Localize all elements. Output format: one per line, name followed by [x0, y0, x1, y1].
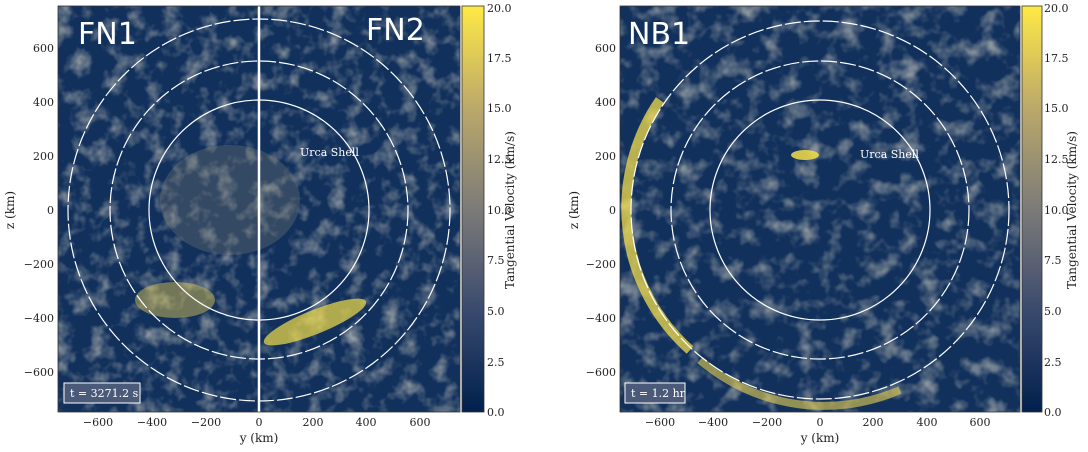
cbar-tick: 15.0	[1044, 102, 1069, 115]
panel-2-cbar-label: Tangential Velocity (km/s)	[1065, 131, 1079, 289]
panel-2-field	[620, 6, 1020, 412]
cbar-tick: 17.5	[1044, 52, 1069, 65]
panel-2: NB1 Urca Shell t = 1.2 hr −600 −400 −200…	[567, 2, 1079, 445]
panel-2-shell-label: Urca Shell	[860, 148, 919, 161]
panel-1-xlabel: y (km)	[239, 431, 279, 445]
cbar-tick: 10.0	[1044, 204, 1069, 217]
cbar-tick: 20.0	[487, 2, 512, 15]
panel-2-yticks: 600 400 200 0 −200 −400 −600	[586, 42, 616, 379]
panel-1-cbar-ticks: 20.0 17.5 15.0 12.5 10.0 7.5 5.0 2.5 0.0	[487, 2, 512, 419]
panel-1-ylabel: z (km)	[3, 191, 17, 229]
x-tick: −200	[191, 416, 221, 429]
panel-1-xticks: −600 −400 −200 0 200 400 600	[83, 416, 431, 429]
y-tick: 600	[33, 42, 54, 55]
cbar-tick: 7.5	[487, 254, 505, 267]
cbar-tick: 17.5	[487, 52, 512, 65]
x-tick: 0	[817, 416, 824, 429]
panel-2-ylabel: z (km)	[567, 191, 581, 229]
panel-1-label-right: FN2	[366, 13, 425, 48]
y-tick: 400	[33, 96, 54, 109]
cbar-tick: 20.0	[1044, 2, 1069, 15]
panel-1-colorbar	[461, 5, 485, 413]
cbar-tick: 5.0	[487, 305, 505, 318]
cbar-tick: 2.5	[1044, 356, 1062, 369]
x-tick: 600	[410, 416, 431, 429]
y-tick: −600	[24, 366, 54, 379]
x-tick: 200	[863, 416, 884, 429]
y-tick: 0	[47, 204, 54, 217]
y-tick: 200	[33, 150, 54, 163]
x-tick: −200	[752, 416, 782, 429]
cbar-tick: 12.5	[1044, 153, 1069, 166]
cbar-tick: 2.5	[487, 356, 505, 369]
x-tick: 0	[256, 416, 263, 429]
panel-2-time-label: t = 1.2 hr	[631, 387, 686, 400]
panel-1-cbar-label: Tangential Velocity (km/s)	[503, 131, 517, 289]
cbar-tick: 15.0	[487, 102, 512, 115]
panel-1-yticks: 600 400 200 0 −200 −400 −600	[24, 42, 54, 379]
x-tick: −400	[137, 416, 167, 429]
y-tick: 400	[595, 96, 616, 109]
y-tick: 600	[595, 42, 616, 55]
y-tick: 0	[609, 204, 616, 217]
x-tick: −600	[645, 416, 675, 429]
cbar-tick: 7.5	[1044, 254, 1062, 267]
panel-1-time-box	[63, 382, 141, 404]
x-tick: −400	[698, 416, 728, 429]
panel-1-shell-label: Urca Shell	[300, 146, 359, 159]
y-tick: −600	[586, 366, 616, 379]
panel-2-label: NB1	[628, 17, 690, 52]
x-tick: 400	[356, 416, 377, 429]
cbar-tick: 10.0	[487, 204, 512, 217]
x-tick: 200	[303, 416, 324, 429]
panel-1: FN1 FN2 Urca Shell t = 3271.2 s −600 −40…	[3, 2, 517, 445]
y-tick: 200	[595, 150, 616, 163]
x-tick: 600	[970, 416, 991, 429]
y-tick: −200	[586, 258, 616, 271]
x-tick: −600	[83, 416, 113, 429]
x-tick: 400	[917, 416, 938, 429]
cbar-tick: 0.0	[1044, 406, 1062, 419]
panel-1-field	[58, 6, 460, 412]
panel-1-label-left: FN1	[78, 17, 137, 52]
y-tick: −400	[586, 312, 616, 325]
panel-2-xlabel: y (km)	[800, 431, 840, 445]
cbar-tick: 12.5	[487, 153, 512, 166]
y-tick: −400	[24, 312, 54, 325]
cbar-tick: 5.0	[1044, 305, 1062, 318]
panel-2-cbar-ticks: 20.0 17.5 15.0 12.5 10.0 7.5 5.0 2.5 0.0	[1044, 2, 1069, 419]
cbar-tick: 0.0	[487, 406, 505, 419]
y-tick: −200	[24, 258, 54, 271]
panel-1-time-label: t = 3271.2 s	[70, 387, 139, 400]
panel-2-time-box	[624, 382, 686, 404]
panel-2-colorbar	[1021, 5, 1043, 413]
panel-2-xticks: −600 −400 −200 0 200 400 600	[645, 416, 991, 429]
